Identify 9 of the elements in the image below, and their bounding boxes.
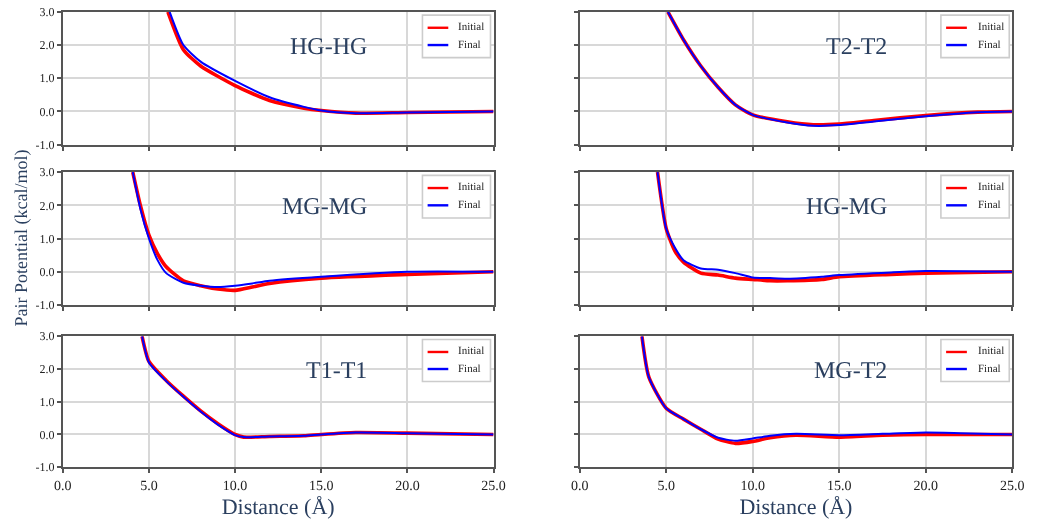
text: HG-HG	[290, 32, 368, 60]
x-axis-title: Distance (Å)	[739, 494, 854, 521]
text: HG-MG	[806, 192, 888, 220]
y-axis-title: Pair Potential (kcal/mol)	[11, 149, 32, 327]
text: T2-T2	[826, 32, 888, 60]
text: MG-T2	[814, 356, 888, 384]
text: MG-MG	[282, 192, 368, 220]
text: T1-T1	[306, 356, 368, 384]
x-axis-title: Distance (Å)	[221, 494, 336, 521]
